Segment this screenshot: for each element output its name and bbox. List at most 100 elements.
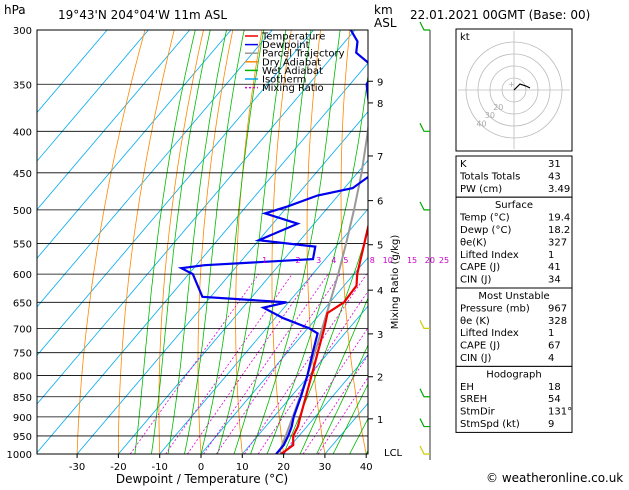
mixing-ratio-line	[187, 273, 314, 454]
isotherm-line	[37, 30, 108, 114]
legend-item-label: Wet Adiabat	[262, 66, 323, 77]
pressure-tick-label: 500	[13, 206, 32, 217]
mixing-ratio-line	[317, 376, 368, 454]
lcl-label: LCL	[384, 448, 403, 459]
hodograph-ring-label: 30	[485, 111, 495, 120]
temperature-tick-label: 30	[319, 462, 332, 473]
pressure-tick-label: 850	[13, 393, 32, 404]
table-row-label: StmSpd (kt)	[460, 419, 520, 430]
height-tick-label: 5	[377, 241, 383, 252]
pressure-tick-label: 400	[13, 127, 32, 138]
table-row-label: CIN (J)	[460, 275, 491, 286]
wet-adiabat-line	[332, 383, 368, 454]
table-row-label: Dewp (°C)	[460, 225, 511, 236]
hpa-unit-label: hPa	[4, 3, 26, 17]
height-tick-label: 3	[377, 330, 383, 341]
table-row-label: θe(K)	[460, 237, 487, 248]
table-row-value: 4	[548, 353, 554, 364]
dry-adiabat-line	[584, 30, 629, 454]
dry-adiabat-line	[197, 30, 234, 454]
mixing-ratio-tick-label: 10	[383, 256, 393, 265]
storm-motion-icon: +	[508, 80, 515, 89]
table-row-label: CIN (J)	[460, 353, 491, 364]
isotherm-line	[283, 354, 368, 454]
dry-adiabat-line	[76, 30, 146, 454]
isotherm-line	[37, 30, 149, 162]
table-row-value: 9	[548, 419, 554, 430]
stability-tables: K 31 Totals Totals 43 PW (cm) 3.49 Surface Temp…	[455, 155, 573, 433]
pressure-tick-label: 300	[13, 26, 32, 37]
height-axis: 9 8 7 6 5 4 3 2 1	[368, 77, 383, 426]
height-tick-label: 4	[377, 286, 383, 297]
isotherm-line	[37, 30, 273, 308]
mixing-ratio-tick-label: 4	[331, 256, 336, 265]
wet-adiabat-line	[151, 30, 211, 454]
isotherm-line	[159, 208, 368, 454]
pressure-tick-label: 900	[13, 413, 32, 424]
pressure-tick-label: 550	[13, 239, 32, 250]
table-title: Surface	[495, 200, 533, 211]
pressure-axis: 300 350 400 450 500 550 600 650 700 750 800 850 900 9…	[7, 26, 32, 461]
pressure-tick-label: 350	[13, 80, 32, 91]
table-row-label: SREH	[460, 394, 487, 405]
table-row-value: 328	[548, 316, 567, 327]
table-row-label: Temp (°C)	[459, 213, 510, 224]
table-row-value: 18	[548, 382, 561, 393]
mixing-ratio-tick-label: 3	[316, 256, 321, 265]
mixing-ratio-tick-label: 8	[370, 256, 375, 265]
mixing-ratio-tick-label: 1	[262, 256, 267, 265]
table-row-label: StmDir	[460, 407, 495, 418]
wind-barb	[419, 123, 430, 132]
wind-barb	[419, 201, 430, 211]
wind-barb	[419, 388, 430, 398]
temperature-tick-label: -20	[110, 462, 126, 473]
isotherm-line	[76, 111, 368, 454]
table-row-label: CAPE (J)	[460, 262, 500, 273]
table-row-value: 967	[548, 303, 567, 314]
plot-frame	[36, 29, 369, 455]
table-row-value: 3.49	[548, 184, 570, 195]
table-row-value: 18.2	[548, 225, 570, 236]
wet-adiabat-line	[134, 30, 196, 454]
temperature-tick-label: 40	[360, 462, 373, 473]
table-box	[455, 155, 573, 198]
dry-adiabat-line	[118, 30, 175, 454]
table-row-label: Lifted Index	[460, 328, 519, 339]
pressure-tick-label: 600	[13, 270, 32, 281]
mixing-ratio-axis-label: Mixing Ratio (g/kg)	[390, 235, 401, 330]
dry-adiabat-line	[613, 30, 629, 454]
table-row-label: Pressure (mb)	[460, 303, 530, 314]
table-row-value: 327	[548, 237, 567, 248]
wind-barb	[419, 445, 430, 455]
temperature-tick-label: 0	[198, 462, 204, 473]
table-row-value: 43	[548, 171, 561, 182]
table-row-value: 1	[548, 328, 554, 339]
table-row-label: CAPE (J)	[460, 341, 500, 352]
table-row-label: Lifted Index	[460, 250, 519, 261]
hodograph-kt-label: kt	[460, 32, 470, 43]
isotherm-line	[37, 30, 191, 211]
table-row-label: EH	[460, 382, 474, 393]
mixing-ratio-line	[244, 273, 367, 454]
table-row-value: 31	[548, 159, 561, 170]
forecast-datetime: 22.01.2021 00GMT (Base: 00)	[410, 8, 590, 22]
mixing-ratio-line	[165, 273, 293, 454]
mixing-ratio-line	[257, 290, 368, 454]
table-row-label: Totals Totals	[459, 171, 520, 182]
isotherm-line	[200, 256, 368, 454]
table-row-value: 41	[548, 262, 561, 273]
station-location: 19°43'N 204°04'W 11m ASL	[58, 8, 227, 22]
mixing-ratio-line	[283, 327, 368, 454]
pressure-tick-label: 650	[13, 298, 32, 309]
x-axis-label: Dewpoint / Temperature (°C)	[116, 472, 288, 486]
temperature-axis: -30 -20 -10 0 10 20 30 40	[69, 454, 373, 473]
pressure-tick-label: 450	[13, 169, 32, 180]
hodograph-trace	[513, 83, 531, 91]
dry-adiabat-line	[235, 30, 263, 454]
table-row-label: θe (K)	[460, 316, 490, 327]
height-tick-label: 7	[377, 152, 383, 163]
legend-item-label: Dry Adiabat	[262, 57, 321, 68]
mixing-ratio-line	[216, 273, 341, 454]
